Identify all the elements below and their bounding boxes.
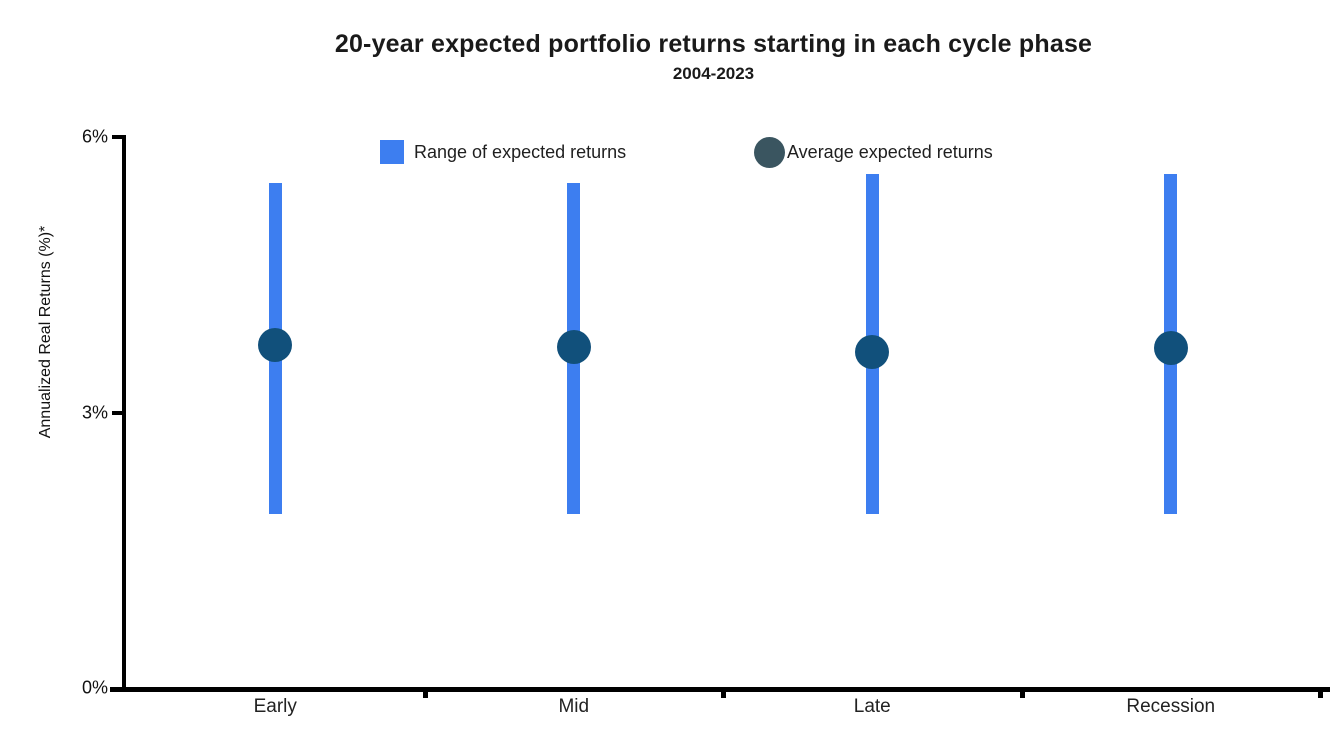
x-category-label: Late — [853, 696, 891, 717]
x-tick — [1019, 688, 1025, 698]
range-swatch-icon — [380, 140, 404, 164]
y-tick — [112, 135, 124, 139]
average-dot — [1153, 331, 1188, 366]
x-category-label: Recession — [1126, 696, 1216, 717]
x-tick — [721, 688, 726, 698]
average-dot — [855, 334, 890, 369]
average-dot — [556, 330, 591, 365]
x-category-label: Mid — [558, 696, 590, 717]
chart-subtitle: 2004-2023 — [672, 64, 755, 83]
legend-item-average: Average expected returns — [754, 136, 993, 168]
x-tick — [1318, 688, 1323, 698]
average-swatch-icon — [754, 136, 785, 168]
average-dot — [258, 328, 293, 363]
chart-title: 20-year expected portfolio returns start… — [334, 30, 1093, 58]
legend-average-label: Average expected returns — [787, 141, 993, 162]
x-category-label: Early — [253, 696, 297, 717]
x-tick — [422, 688, 428, 698]
y-tick-label: 3% — [81, 402, 108, 422]
x-axis-line — [110, 687, 1330, 692]
y-tick-label: 0% — [81, 677, 108, 698]
y-tick — [112, 410, 124, 415]
y-axis-line — [122, 135, 126, 692]
legend-range-label: Range of expected returns — [414, 141, 627, 162]
legend-item-range: Range of expected returns — [380, 139, 626, 165]
y-tick-label: 6% — [81, 126, 108, 147]
